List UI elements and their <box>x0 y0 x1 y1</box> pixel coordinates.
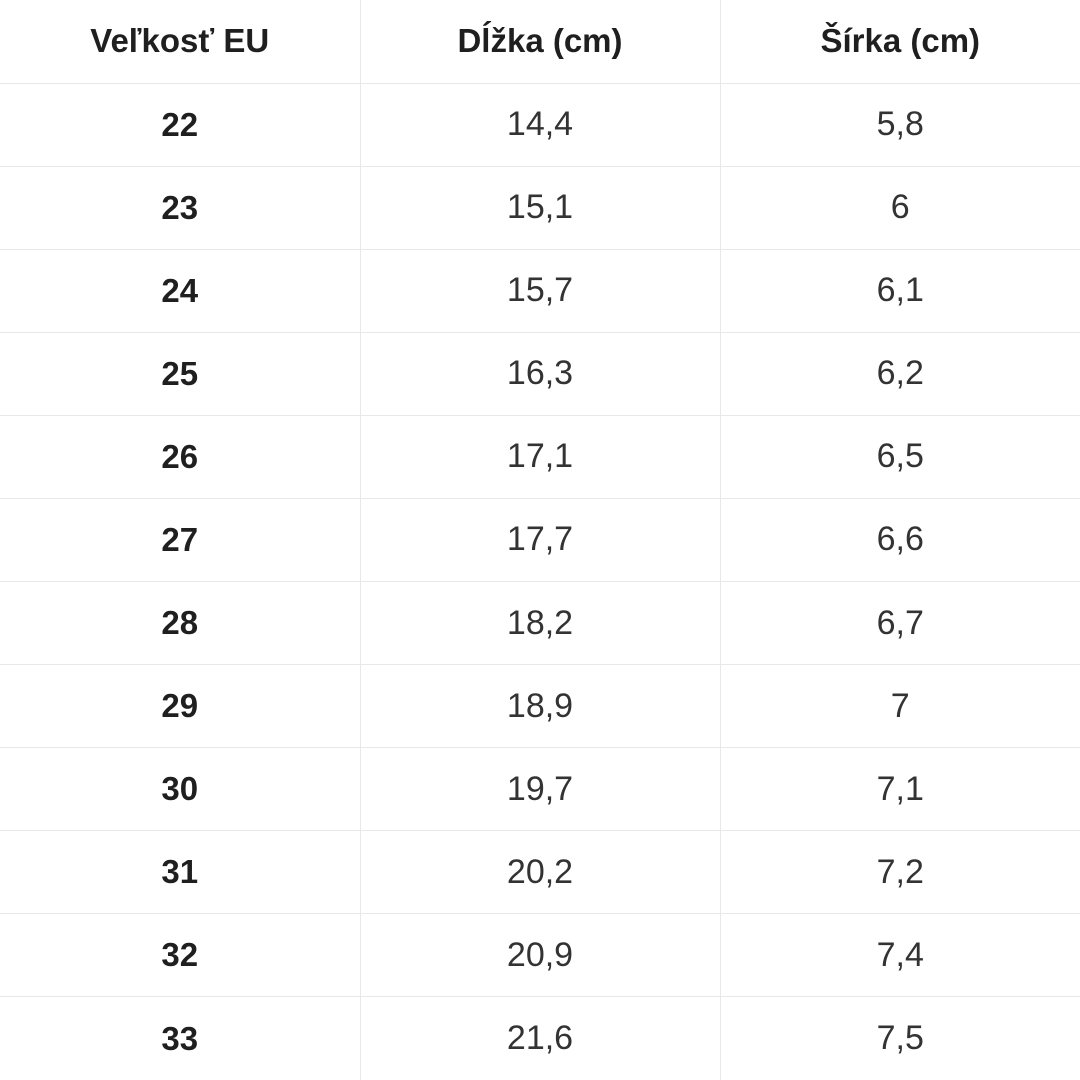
length-cell: 18,9 <box>359 664 721 749</box>
size-cell: 30 <box>0 747 361 832</box>
size-cell: 25 <box>0 331 361 416</box>
size-cell: 23 <box>0 165 361 250</box>
length-cell: 14,4 <box>359 82 721 167</box>
size-cell: 26 <box>0 414 361 499</box>
width-cell: 5,8 <box>719 82 1080 167</box>
column-header-length-cm: Dĺžka (cm) <box>359 0 721 84</box>
length-cell: 15,1 <box>359 165 721 250</box>
size-cell: 28 <box>0 580 361 666</box>
table-row: 23 15,1 6 <box>0 165 1080 250</box>
length-cell: 16,3 <box>359 331 721 416</box>
width-cell: 6,1 <box>719 248 1080 333</box>
table-row: 29 18,9 7 <box>0 664 1080 749</box>
size-cell: 32 <box>0 913 361 998</box>
size-cell: 29 <box>0 664 361 749</box>
table-row: 33 21,6 7,5 <box>0 996 1080 1080</box>
size-cell: 33 <box>0 996 361 1080</box>
length-cell: 17,7 <box>359 497 721 582</box>
header-row: Veľkosť EU Dĺžka (cm) Šírka (cm) <box>0 0 1080 84</box>
width-cell: 6,2 <box>719 331 1080 416</box>
table-row: 22 14,4 5,8 <box>0 82 1080 167</box>
width-cell: 7,2 <box>719 830 1080 915</box>
width-cell: 6,5 <box>719 414 1080 499</box>
width-cell: 7,4 <box>719 913 1080 998</box>
width-cell: 7,5 <box>719 996 1080 1080</box>
table-row: 30 19,7 7,1 <box>0 747 1080 832</box>
table-row: 28 18,2 6,7 <box>0 580 1080 666</box>
length-cell: 15,7 <box>359 248 721 333</box>
width-cell: 7 <box>719 664 1080 749</box>
size-cell: 31 <box>0 830 361 915</box>
table-header: Veľkosť EU Dĺžka (cm) Šírka (cm) <box>0 0 1080 84</box>
width-cell: 7,1 <box>719 747 1080 832</box>
size-cell: 27 <box>0 497 361 582</box>
table-row: 25 16,3 6,2 <box>0 331 1080 416</box>
size-cell: 24 <box>0 248 361 333</box>
table-row: 31 20,2 7,2 <box>0 830 1080 915</box>
length-cell: 21,6 <box>359 996 721 1080</box>
table-row: 27 17,7 6,6 <box>0 497 1080 582</box>
length-cell: 18,2 <box>359 580 721 666</box>
size-cell: 22 <box>0 82 361 167</box>
length-cell: 20,9 <box>359 913 721 998</box>
table-row: 32 20,9 7,4 <box>0 913 1080 998</box>
width-cell: 6,7 <box>719 580 1080 666</box>
table-body: 22 14,4 5,8 23 15,1 6 24 15,7 6,1 25 16,3 6,2 26 17,1… <box>0 82 1080 1080</box>
column-header-width-cm: Šírka (cm) <box>719 0 1080 84</box>
table-row: 26 17,1 6,5 <box>0 414 1080 499</box>
width-cell: 6,6 <box>719 497 1080 582</box>
length-cell: 20,2 <box>359 830 721 915</box>
column-header-size-eu: Veľkosť EU <box>0 0 361 84</box>
width-cell: 6 <box>719 165 1080 250</box>
table-row: 24 15,7 6,1 <box>0 248 1080 333</box>
length-cell: 19,7 <box>359 747 721 832</box>
length-cell: 17,1 <box>359 414 721 499</box>
